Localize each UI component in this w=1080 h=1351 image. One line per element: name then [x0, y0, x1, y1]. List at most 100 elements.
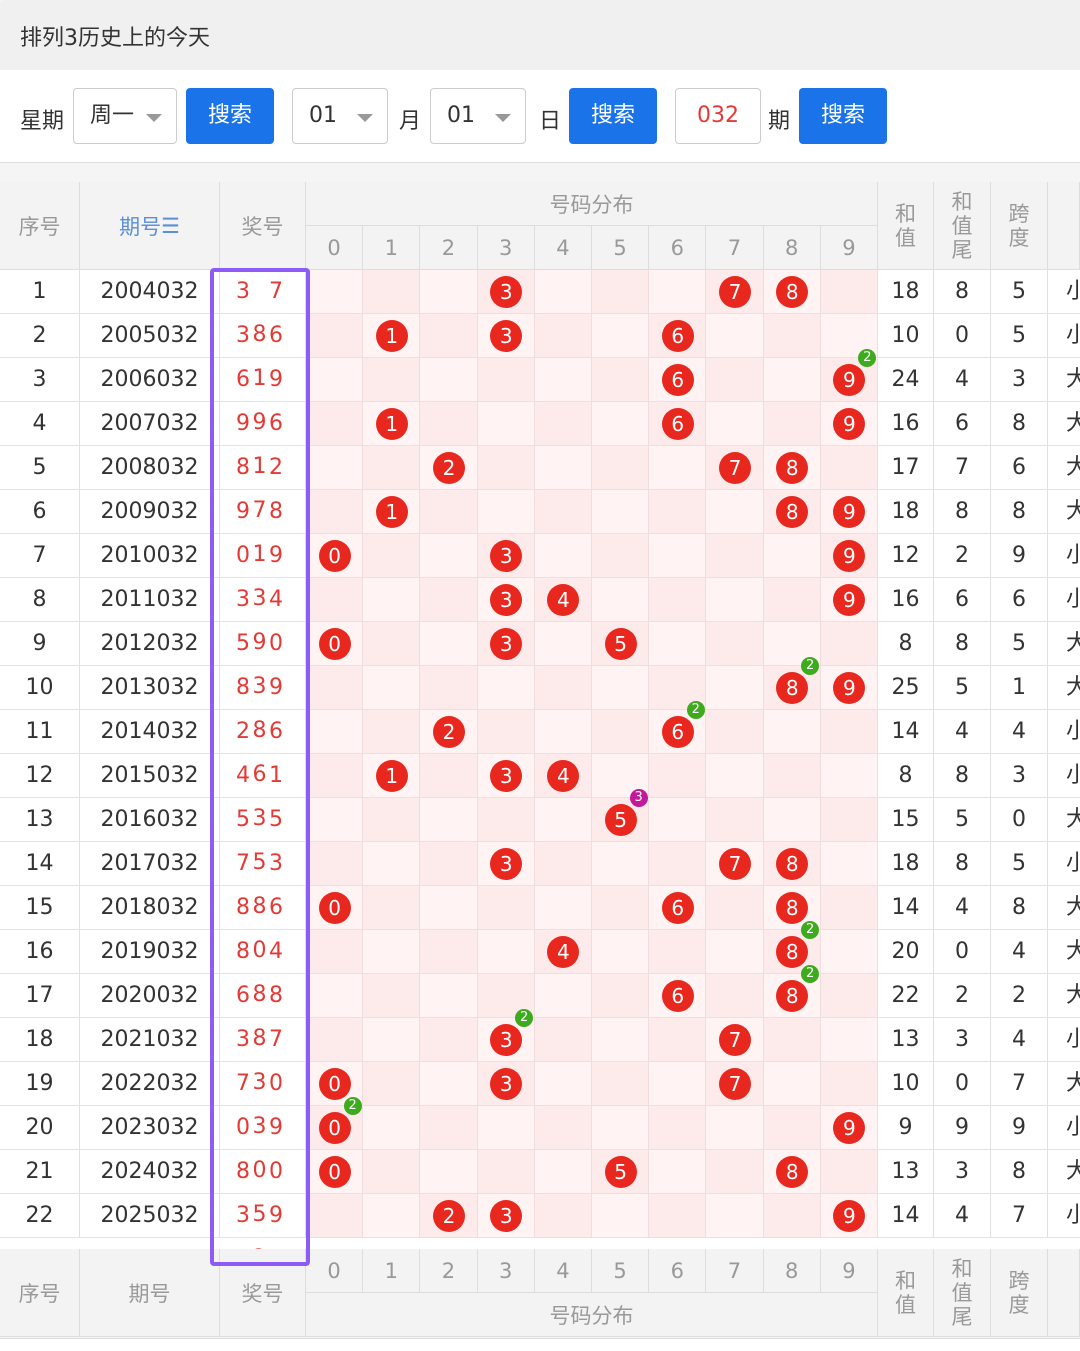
dist-cell: [763, 402, 821, 445]
dist-cell: [420, 490, 478, 533]
dist-cell: [477, 446, 535, 489]
weekday-select[interactable]: 周一: [73, 88, 177, 144]
repeat-badge: 2: [515, 1009, 534, 1027]
ball-8: 8: [776, 848, 809, 880]
dist-cell: [420, 666, 478, 709]
ball-6: 6: [661, 364, 694, 396]
dist-cell: [477, 930, 535, 973]
table-row: 7 2010032 0 9 3 0 3 9 12 2 9 小: [0, 534, 1080, 611]
header-digit-5: 5: [592, 226, 650, 270]
repeat-badge: 2: [801, 921, 820, 939]
row-sum: 8: [878, 622, 934, 665]
row-sum-tail: 4: [934, 1194, 991, 1237]
row-sum-tail: 8: [934, 490, 991, 533]
dist-cell: [706, 402, 764, 445]
row-span: 4: [991, 710, 1048, 753]
row-sum-tail: 7: [934, 446, 991, 489]
header-digit-9: 9: [820, 1249, 878, 1293]
dist-cell: [706, 666, 764, 709]
weekday-label: 星期: [20, 109, 65, 134]
row-sum: 14: [878, 886, 934, 929]
ball-3: 3: [490, 540, 523, 572]
row-sum-tail: 3: [934, 1018, 991, 1061]
chevron-down-icon: [495, 114, 511, 122]
row-big-small: 大: [1066, 983, 1080, 1008]
repeat-badge: 2: [343, 1097, 362, 1115]
dist-cell: [649, 842, 707, 885]
row-prize: 0 9 3: [220, 534, 306, 611]
row-period: 2024032: [80, 1150, 220, 1193]
dist-cell: [763, 534, 821, 577]
dist-cell: [420, 358, 478, 401]
row-big-small: 小: [1066, 587, 1080, 612]
sort-icon[interactable]: ☰: [161, 213, 180, 238]
ball-5: 5: [604, 628, 637, 660]
row-prize: 3 9 2: [220, 1194, 306, 1271]
dist-cell: [706, 1194, 764, 1237]
dist-cell: [649, 930, 707, 973]
header-digit-4: 4: [534, 226, 592, 270]
dist-cell: [420, 314, 478, 357]
row-index: 17: [0, 974, 80, 1017]
row-sum: 17: [878, 446, 934, 489]
ball-9: 9: [833, 364, 866, 396]
row-big-small: 小: [1066, 1027, 1080, 1052]
header-digit-1: 1: [363, 1249, 421, 1293]
row-big-small: 大: [1066, 1159, 1080, 1184]
dist-cell: [592, 1018, 650, 1061]
row-index: 13: [0, 798, 80, 841]
header-period: 期号: [80, 1249, 220, 1337]
row-period: 2017032: [80, 842, 220, 885]
dist-cell: [534, 798, 592, 841]
ball-8: 8: [776, 672, 809, 704]
dist-cell: [820, 974, 878, 1017]
ball-8: 8: [776, 892, 809, 924]
dist-cell: [706, 710, 764, 753]
row-index: 16: [0, 930, 80, 973]
period-search-button[interactable]: 搜索: [799, 88, 887, 144]
table-row: 21 2024032 8 0 5 0 5 8 13 3 8 大: [0, 1150, 1080, 1227]
ball-8: 8: [776, 936, 809, 968]
dist-cell: [306, 930, 364, 973]
row-sum: 25: [878, 666, 934, 709]
dist-cell: [592, 490, 650, 533]
dist-cell: [706, 578, 764, 621]
weekday-search-button[interactable]: 搜索: [186, 88, 274, 144]
dist-cell: [306, 754, 364, 797]
month-select[interactable]: 01: [292, 88, 388, 144]
row-period: 2015032: [80, 754, 220, 797]
table-row: 13 2016032 5 5 5 5 3 15 5 0 大: [0, 789, 1080, 875]
chevron-down-icon: [146, 114, 162, 122]
header-period[interactable]: 期号 ☰: [80, 182, 220, 270]
day-select[interactable]: 01: [430, 88, 526, 144]
dist-cell: [706, 490, 764, 533]
row-index: 7: [0, 534, 80, 577]
period-input[interactable]: 032: [675, 88, 761, 144]
dist-cell: [820, 270, 878, 313]
dist-cell: [820, 1062, 878, 1105]
dist-cell: [477, 490, 535, 533]
dist-cell: [706, 930, 764, 973]
ball-9: 9: [833, 1200, 866, 1232]
row-prize: 0 9 0: [220, 1106, 306, 1183]
header-sum: 和 值: [878, 1249, 934, 1337]
row-index: 10: [0, 666, 80, 709]
dist-cell: [763, 1194, 821, 1237]
dist-cell: [477, 798, 535, 841]
dist-cell: [649, 578, 707, 621]
header-digit-6: 6: [649, 226, 707, 270]
ball-3: 3: [490, 760, 523, 792]
row-sum: 12: [878, 534, 934, 577]
row-prize: 3 4 9: [220, 578, 306, 655]
date-search-button[interactable]: 搜索: [569, 88, 657, 144]
table-row: 16 2019032 8 4 8 4 8 2 20 0 4 大: [0, 921, 1080, 1007]
row-index: 19: [0, 1062, 80, 1105]
dist-cell: [534, 1018, 592, 1061]
dist-cell: [306, 490, 364, 533]
row-span: 5: [991, 270, 1048, 313]
row-sum: 10: [878, 1062, 934, 1105]
dist-cell: [363, 710, 421, 753]
dist-cell: [649, 666, 707, 709]
dist-cell: [763, 798, 821, 841]
